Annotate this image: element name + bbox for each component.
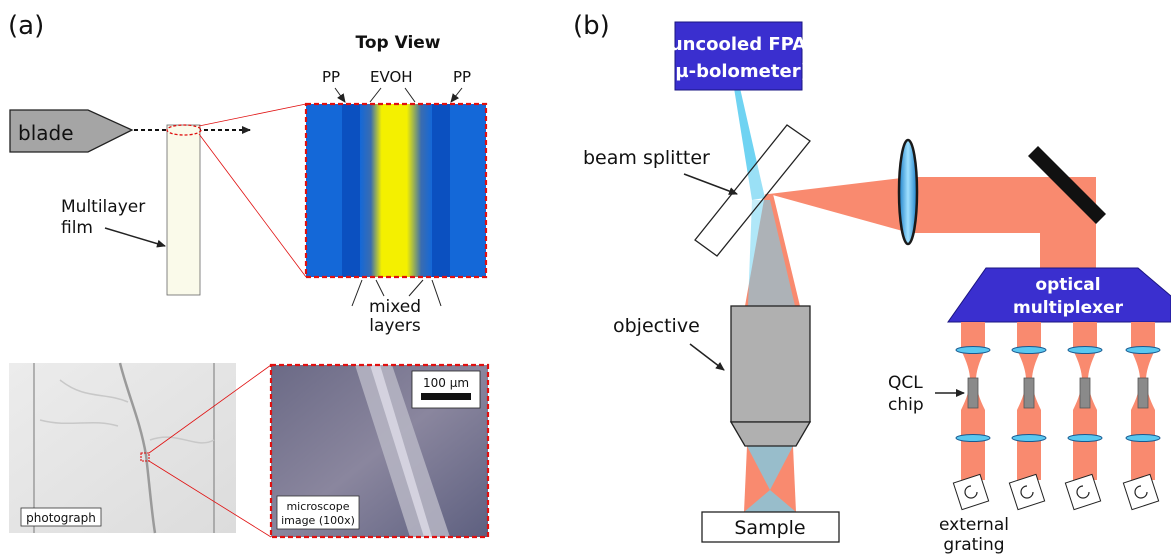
film-label-line2: film bbox=[61, 218, 93, 238]
photo-label: photograph bbox=[26, 511, 96, 525]
qcl-chip-3 bbox=[1080, 378, 1090, 408]
qcl-channel-1 bbox=[953, 322, 990, 510]
mixed-pointer-1 bbox=[352, 280, 362, 306]
qcl-label-line2: chip bbox=[888, 395, 924, 415]
beam-splitter-label: beam splitter bbox=[583, 147, 710, 169]
evoh-pointer-right bbox=[405, 88, 415, 102]
mux-label-line1: optical bbox=[1035, 275, 1100, 295]
beam-splitter-pointer bbox=[684, 174, 737, 194]
evoh-pointer-left bbox=[370, 88, 381, 102]
panel-a-label: (a) bbox=[8, 11, 44, 41]
qcl-lens-top-3 bbox=[1068, 347, 1102, 354]
pp-right-pointer bbox=[451, 88, 462, 102]
objective-body bbox=[731, 306, 810, 422]
qcl-channel-3 bbox=[1065, 322, 1102, 510]
micro-label-line2: image (100x) bbox=[281, 514, 355, 527]
zoom-line-top bbox=[199, 104, 306, 126]
qcl-chip-1 bbox=[968, 378, 978, 408]
mixed-pointer-2 bbox=[376, 280, 384, 296]
photograph-image bbox=[9, 363, 236, 533]
objective-pointer bbox=[690, 344, 724, 370]
focusing-lens bbox=[899, 140, 917, 244]
panel-b: (b) uncooled FPA (µ-bolometer) beam spli… bbox=[573, 11, 1171, 555]
zoom-line-bottom bbox=[199, 134, 306, 277]
panel-a: (a) blade Multilayer film Top View PP EV… bbox=[8, 11, 488, 537]
qcl-lens-top-1 bbox=[956, 347, 990, 354]
red-beam-horizontal bbox=[910, 177, 1040, 233]
pp-left-pointer bbox=[335, 88, 345, 102]
qcl-chip-4 bbox=[1138, 378, 1148, 408]
layer-label-pp-right: PP bbox=[453, 68, 471, 86]
grating-label-line1: external bbox=[939, 515, 1009, 535]
grating-label-line2: grating bbox=[943, 535, 1004, 555]
qcl-channel-2 bbox=[1009, 322, 1046, 510]
blade-label: blade bbox=[18, 121, 74, 145]
objective-label: objective bbox=[613, 315, 700, 337]
multilayer-film bbox=[167, 125, 200, 295]
top-view-layers bbox=[306, 104, 486, 277]
mixed-pointer-4 bbox=[432, 280, 441, 306]
mixed-pointer-3 bbox=[409, 280, 423, 296]
mixed-label-line2: layers bbox=[369, 316, 421, 336]
fpa-label-line1: uncooled FPA bbox=[670, 34, 806, 55]
layer-label-pp-left: PP bbox=[322, 68, 340, 86]
panel-b-label: (b) bbox=[573, 11, 610, 41]
qcl-lens-top-2 bbox=[1012, 347, 1046, 354]
scalebar-label: 100 µm bbox=[423, 376, 469, 390]
qcl-label-line1: QCL bbox=[888, 373, 923, 393]
qcl-lens-bottom-4 bbox=[1126, 435, 1160, 442]
blue-beam-to-objective bbox=[748, 200, 795, 306]
qcl-lens-bottom-1 bbox=[956, 435, 990, 442]
objective-tip bbox=[731, 422, 810, 446]
layer-label-evoh: EVOH bbox=[370, 68, 413, 86]
qcl-lens-top-4 bbox=[1126, 347, 1160, 354]
scalebar-bar bbox=[421, 393, 471, 400]
micro-label-line1: microscope bbox=[286, 500, 349, 513]
top-view-title: Top View bbox=[355, 33, 440, 53]
qcl-lens-bottom-3 bbox=[1068, 435, 1102, 442]
red-beam-focus bbox=[769, 177, 910, 233]
mux-label-line2: multiplexer bbox=[1013, 298, 1124, 318]
film-label-line1: Multilayer bbox=[61, 197, 145, 217]
fpa-label-line2: (µ-bolometer) bbox=[667, 61, 809, 82]
mixed-label-line1: mixed bbox=[369, 297, 421, 317]
film-pointer-arrow bbox=[105, 228, 165, 246]
qcl-lens-bottom-2 bbox=[1012, 435, 1046, 442]
qcl-chip-2 bbox=[1024, 378, 1034, 408]
sample-label: Sample bbox=[734, 517, 805, 539]
qcl-channel-4 bbox=[1123, 322, 1160, 510]
